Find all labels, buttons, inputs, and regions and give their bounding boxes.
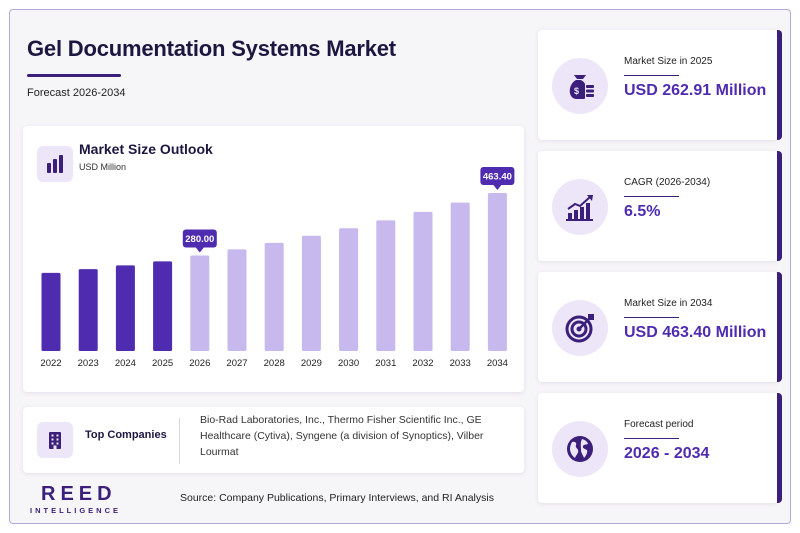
callout-2026: 280.00 [182,229,217,253]
brand-logo: REED [41,483,117,505]
page-subtitle: Forecast 2026-2034 [27,87,126,99]
svg-text:463.40: 463.40 [483,172,512,183]
bar-2030 [339,228,359,351]
building-icon [37,422,73,458]
bar-chart-icon [37,146,73,182]
svg-text:280.00: 280.00 [185,234,214,245]
x-tick-2032: 2032 [412,358,433,369]
stat-card-market-size-2034: Market Size in 2034 USD 463.40 Million [538,272,782,382]
stat-card-forecast-period: Forecast period 2026 - 2034 [538,393,782,503]
bar-2034 [487,193,507,351]
stat-card-cagr: CAGR (2026-2034) 6.5% [538,151,782,261]
x-tick-2025: 2025 [152,358,173,369]
bar-2026 [190,255,210,351]
callout-2034: 463.40 [480,167,515,190]
page-title: Gel Documentation Systems Market [27,36,396,61]
stat-label: Forecast period [624,419,694,430]
x-tick-2028: 2028 [264,358,285,369]
companies-card [23,407,524,473]
target-icon [552,300,608,356]
stat-label: Market Size in 2034 [624,298,713,309]
stat-rule [624,196,679,197]
x-tick-2023: 2023 [78,358,99,369]
top-companies-label: Top Companies [85,429,167,441]
x-tick-2026: 2026 [189,358,210,369]
bar-2024 [115,265,135,351]
x-tick-2022: 2022 [40,358,61,369]
bar-2028 [264,242,284,351]
x-tick-2033: 2033 [450,358,471,369]
chart-title: Market Size Outlook [79,141,213,157]
x-tick-2034: 2034 [487,358,508,369]
money-bag-icon: $ [552,58,608,114]
stat-card-market-size-2025: $ Market Size in 2025 USD 262.91 Million [538,30,782,140]
stat-value: USD 463.40 Million [624,324,767,341]
bar-2025 [153,261,173,351]
stat-value: 2026 - 2034 [624,445,710,462]
brand-logo-subtitle: INTELLIGENCE [30,506,122,515]
x-tick-2030: 2030 [338,358,359,369]
x-tick-2027: 2027 [226,358,247,369]
bar-2032 [413,211,433,351]
stat-rule [624,75,679,76]
top-companies-list: Bio-Rad Laboratories, Inc., Thermo Fishe… [200,414,484,458]
svg-text:$: $ [574,86,579,96]
bar-2023 [78,269,98,351]
x-tick-2031: 2031 [375,358,396,369]
stat-rule [624,317,679,318]
bar-2033 [450,202,470,351]
growth-chart-icon [552,179,608,235]
stat-value: USD 262.91 Million [624,82,767,99]
companies-divider [179,418,180,464]
globe-icon [552,421,608,477]
bar-2027 [227,249,247,351]
bar-2022 [41,272,61,351]
stat-label: CAGR (2026-2034) [624,177,711,188]
bar-2031 [376,220,396,351]
bar-chart: 2022 2023 2024 2025 2026 2027 2028 2029 2030 2031… [40,167,515,369]
x-tick-2024: 2024 [115,358,136,369]
chart-unit: USD Million [79,162,127,172]
stat-rule [624,438,679,439]
stat-value: 6.5% [624,203,661,220]
source-note: Source: Company Publications, Primary In… [180,492,494,504]
title-underline [27,74,121,77]
bar-2029 [301,235,321,351]
x-tick-2029: 2029 [301,358,322,369]
stat-label: Market Size in 2025 [624,56,713,67]
